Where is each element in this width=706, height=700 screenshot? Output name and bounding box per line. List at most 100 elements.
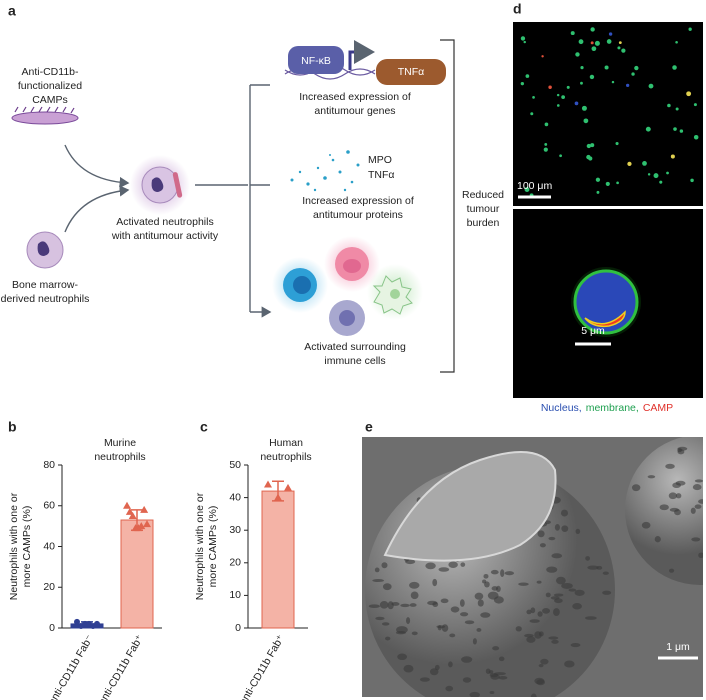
cell-dot bbox=[523, 40, 526, 44]
cell-dot bbox=[626, 83, 630, 88]
data-point bbox=[125, 507, 134, 515]
cell-dot bbox=[605, 181, 610, 186]
surface-pit bbox=[429, 668, 439, 676]
surface-pit bbox=[476, 628, 482, 632]
cell-dot bbox=[596, 190, 600, 194]
surface-pit bbox=[677, 448, 682, 453]
sem-image bbox=[362, 437, 703, 697]
scale-label: 1 μm bbox=[666, 641, 690, 653]
cell-dot bbox=[679, 129, 684, 133]
surface-pit bbox=[659, 504, 669, 511]
cell-dot bbox=[604, 65, 609, 70]
surface-pit bbox=[534, 631, 542, 639]
nucleus-icon bbox=[151, 177, 164, 192]
surface-pit bbox=[440, 598, 449, 604]
promoter-arrow bbox=[348, 40, 375, 70]
y-tick-label: 50 bbox=[229, 459, 241, 471]
surface-pit bbox=[504, 571, 515, 576]
data-point bbox=[143, 520, 151, 528]
cell-dot bbox=[570, 31, 575, 36]
surface-pit bbox=[474, 592, 484, 600]
arrow bbox=[64, 185, 130, 233]
chart-title: Murine bbox=[104, 437, 136, 449]
cell-dot bbox=[566, 85, 570, 89]
y-tick-label: 80 bbox=[43, 459, 55, 471]
surface-pit bbox=[694, 479, 703, 483]
cell-dot bbox=[544, 143, 548, 146]
arrow bbox=[64, 144, 130, 189]
data-point bbox=[128, 511, 137, 519]
cell-dot bbox=[590, 27, 595, 32]
surface-pit bbox=[480, 612, 491, 618]
surface-pit bbox=[448, 661, 453, 668]
y-tick-label: 40 bbox=[43, 540, 55, 552]
panel-label: c bbox=[200, 419, 208, 435]
surface-pit bbox=[534, 677, 545, 685]
y-tick-label: 20 bbox=[43, 581, 55, 593]
surface-pit bbox=[498, 675, 508, 680]
cell-dot bbox=[647, 173, 651, 176]
surface-pit bbox=[450, 606, 460, 613]
immune-label: immune cells bbox=[324, 355, 385, 367]
surface-pit bbox=[561, 582, 573, 589]
cell-dot bbox=[590, 143, 595, 148]
y-axis-label: more CAMPs (%) bbox=[21, 506, 33, 588]
activated-label: with antitumour activity bbox=[111, 230, 219, 242]
surface-pit bbox=[665, 463, 675, 469]
cell-dot bbox=[690, 178, 694, 183]
surface-pit bbox=[395, 631, 406, 635]
surface-pit bbox=[641, 521, 651, 529]
cell-dot bbox=[693, 103, 697, 107]
surface-pit bbox=[432, 578, 438, 587]
surface-pit bbox=[537, 530, 545, 538]
nucleus-icon bbox=[37, 241, 50, 256]
surface-pit bbox=[602, 571, 609, 575]
cell-dot bbox=[589, 74, 595, 80]
surface-pit bbox=[647, 475, 656, 479]
bar bbox=[261, 490, 295, 629]
y-tick-label: 20 bbox=[229, 557, 241, 569]
cell-dot bbox=[673, 127, 677, 131]
surface-pit bbox=[575, 528, 581, 535]
surface-pit bbox=[460, 612, 469, 617]
bar bbox=[120, 519, 154, 629]
surface-pit bbox=[391, 601, 400, 606]
cell-dot bbox=[645, 126, 651, 132]
chart: c Human neutrophils Neutrophils with one or… bbox=[194, 419, 312, 700]
surface-pit bbox=[500, 569, 505, 577]
surface-pit bbox=[397, 653, 408, 661]
chart-title: neutrophils bbox=[94, 451, 145, 463]
surface-pit bbox=[690, 507, 696, 514]
cell-dot bbox=[544, 122, 549, 127]
cell-dot bbox=[675, 40, 678, 44]
surface-pit bbox=[374, 567, 380, 573]
surface-pit bbox=[698, 499, 703, 504]
scale-label: 5 μm bbox=[581, 325, 605, 337]
outcome-label: burden bbox=[467, 217, 500, 229]
surface-pit bbox=[574, 589, 585, 596]
legend-entry: CAMP bbox=[643, 402, 673, 414]
surface-pit bbox=[561, 525, 569, 533]
surface-pit bbox=[419, 677, 430, 682]
surface-pit bbox=[436, 625, 446, 629]
surface-pit bbox=[524, 633, 534, 638]
cell-dot bbox=[525, 74, 530, 78]
surface-pit bbox=[537, 611, 543, 617]
immune-cells bbox=[272, 236, 423, 336]
surface-pit bbox=[669, 568, 675, 573]
cell-dot bbox=[586, 143, 591, 149]
surface-pit bbox=[372, 578, 385, 583]
nfkb-label: NF-κB bbox=[301, 55, 331, 67]
cell-dot bbox=[556, 93, 560, 97]
surface-pit bbox=[702, 452, 703, 455]
surface-pit bbox=[493, 672, 506, 676]
surface-pit bbox=[530, 607, 536, 614]
y-axis-label: Neutrophils with one or bbox=[194, 492, 206, 600]
connector bbox=[195, 85, 251, 312]
cell-dot bbox=[611, 80, 615, 84]
data-point bbox=[284, 483, 292, 491]
surface-pit bbox=[490, 569, 499, 575]
cell-dot bbox=[667, 103, 671, 108]
surface-pit bbox=[461, 656, 473, 663]
cell-dot bbox=[688, 27, 692, 31]
